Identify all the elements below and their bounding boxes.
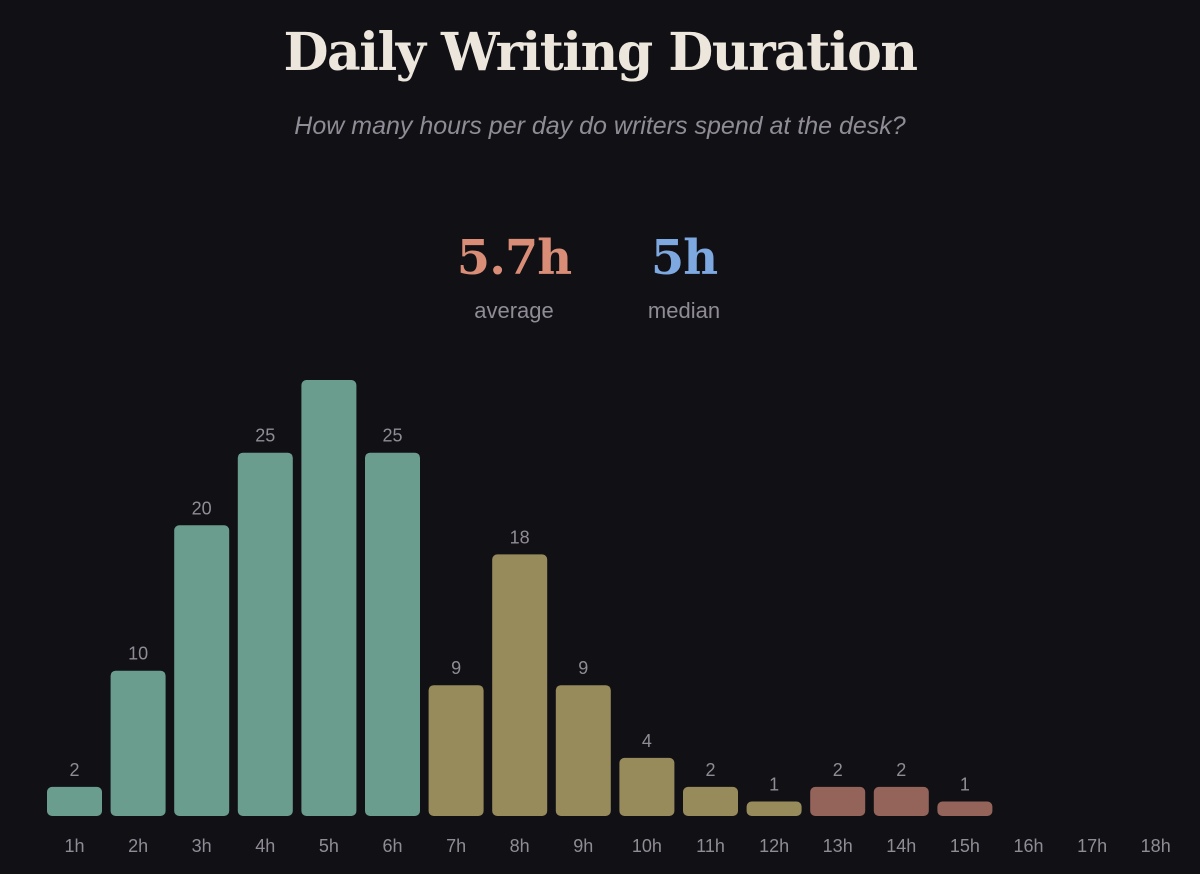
- x-tick-2h: 2h: [128, 836, 148, 856]
- x-tick-8h: 8h: [510, 836, 530, 856]
- bar-11h: [683, 786, 738, 816]
- x-tick-5h: 5h: [319, 836, 339, 856]
- bar-6h: [365, 452, 420, 816]
- value-label-6h: 25: [382, 426, 402, 446]
- bar-12h: [746, 801, 802, 816]
- bar-3h: [174, 525, 230, 816]
- x-tick-17h: 17h: [1077, 836, 1107, 856]
- bar-13h: [810, 786, 866, 816]
- bar-9h: [555, 685, 611, 816]
- x-tick-3h: 3h: [192, 836, 212, 856]
- value-label-7h: 9: [451, 658, 461, 678]
- bar-5h: [301, 380, 357, 816]
- value-label-9h: 9: [578, 658, 588, 678]
- chart-title: Daily Writing Duration: [283, 22, 918, 83]
- chart-subtitle: How many hours per day do writers spend …: [294, 112, 906, 140]
- x-tick-6h: 6h: [382, 836, 402, 856]
- x-tick-13h: 13h: [823, 836, 853, 856]
- median-label: median: [647, 298, 721, 323]
- x-tick-10h: 10h: [632, 836, 662, 856]
- value-label-14h: 2: [896, 760, 906, 780]
- value-label-1h: 2: [69, 760, 79, 780]
- x-tick-11h: 11h: [696, 836, 725, 856]
- value-label-10h: 4: [642, 731, 652, 751]
- bar-10h: [619, 757, 675, 816]
- x-tick-4h: 4h: [255, 836, 275, 856]
- value-label-4h: 25: [255, 426, 275, 446]
- bar-15h: [937, 801, 993, 816]
- average-value: 5.7h: [456, 230, 572, 286]
- bar-4h: [237, 452, 293, 816]
- x-tick-12h: 12h: [759, 836, 789, 856]
- median-stat: 5h median: [584, 226, 784, 324]
- x-tick-16h: 16h: [1013, 836, 1043, 856]
- bar-2h: [110, 670, 166, 816]
- x-tick-9h: 9h: [573, 836, 593, 856]
- x-tick-15h: 15h: [950, 836, 980, 856]
- median-value: 5h: [650, 230, 718, 286]
- x-tick-14h: 14h: [886, 836, 916, 856]
- average-label: average: [474, 298, 554, 323]
- value-label-8h: 18: [510, 527, 530, 547]
- value-label-11h: 2: [705, 760, 715, 780]
- x-tick-1h: 1h: [64, 836, 84, 856]
- average-stat: 5.7h average: [414, 226, 614, 324]
- value-label-3h: 20: [192, 498, 212, 518]
- x-tick-18h: 18h: [1141, 836, 1171, 856]
- bar-8h: [492, 554, 548, 816]
- bar-1h: [47, 786, 102, 816]
- bar-14h: [873, 786, 929, 816]
- value-label-13h: 2: [833, 760, 843, 780]
- x-tick-7h: 7h: [446, 836, 466, 856]
- value-label-12h: 1: [769, 775, 779, 795]
- value-label-2h: 10: [128, 644, 148, 664]
- bar-7h: [428, 685, 484, 816]
- value-label-15h: 1: [960, 775, 970, 795]
